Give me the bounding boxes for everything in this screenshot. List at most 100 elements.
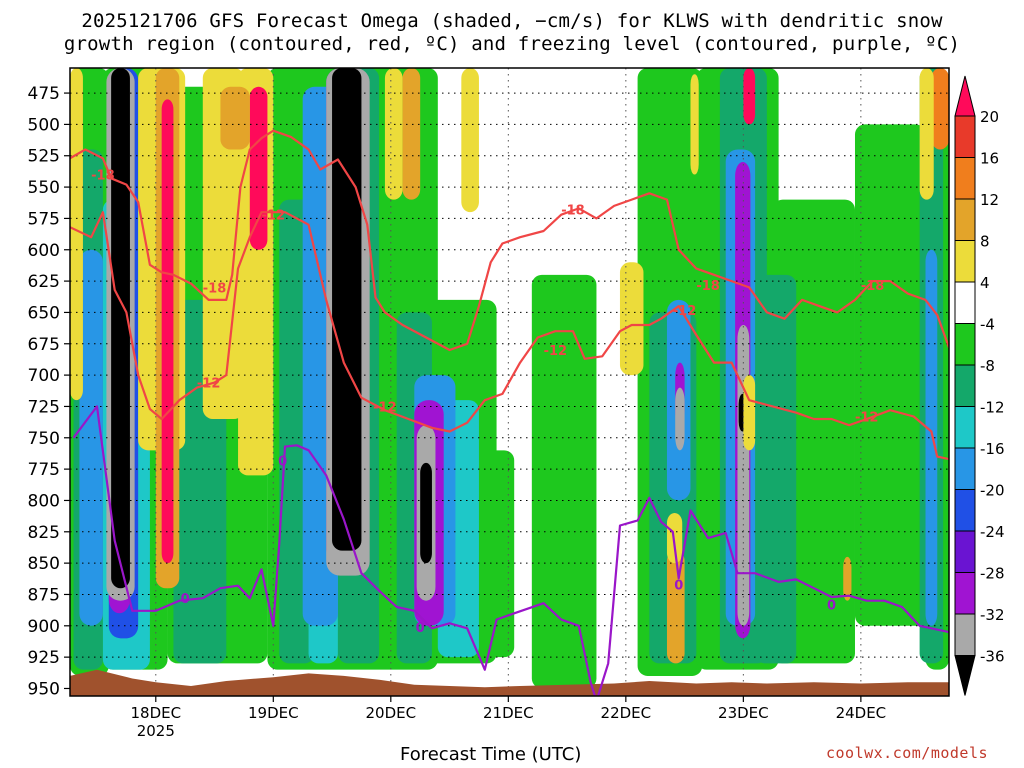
colorbar-label: -16 (980, 440, 1005, 458)
y-tick-label: 600 (28, 241, 60, 261)
y-tick-label: 825 (28, 523, 60, 543)
chart-title-line-2: growth region (contoured, red, ºC) and f… (63, 33, 961, 55)
colorbar-label: 8 (980, 233, 990, 251)
y-tick-label: 950 (28, 679, 60, 699)
omega-shade-band (666, 550, 685, 664)
terrain-fill (70, 669, 949, 696)
omega-shade-band (755, 274, 797, 664)
omega-shade-band (220, 86, 250, 150)
x-tick-sublabel: 2025 (137, 722, 175, 740)
colorbar-swatch (954, 157, 976, 200)
omega-shade-band (919, 68, 934, 200)
omega-shade-band (111, 68, 130, 589)
omega-shade-band (461, 68, 479, 213)
colorbar-swatch (954, 406, 976, 449)
omega-shade-band (675, 387, 685, 451)
y-tick-label: 650 (28, 303, 60, 323)
colorbar-label: -20 (980, 482, 1005, 500)
colorbar-swatch (954, 489, 976, 532)
snow-growth-contour-1 (70, 129, 949, 352)
freezing-level-contour-label: 0 (181, 592, 190, 607)
colorbar-label: -24 (980, 523, 1005, 541)
freezing-level-contour-label: 0 (827, 598, 836, 613)
chart-title-line-1: 2025121706 GFS Forecast Omega (shaded, −… (81, 10, 943, 32)
snow-growth-contour-2-label: -12 (262, 209, 286, 224)
x-tick-label: 20DEC (366, 704, 417, 722)
x-tick-label: 24DEC (836, 704, 887, 722)
x-axis-label: Forecast Time (UTC) (400, 744, 582, 765)
snow-growth-contour-1-label: -18 (696, 279, 720, 294)
snow-growth-contour-2 (70, 211, 949, 461)
omega-shade-band (743, 68, 756, 125)
colorbar-swatch (954, 323, 976, 366)
omega-shade-band (249, 86, 268, 250)
colorbar-label: -28 (980, 565, 1005, 583)
snow-growth-contour-2-label: -12 (197, 377, 221, 392)
omega-shade-band (931, 68, 949, 150)
y-axis: 475 500 525 550 575 600 625 650 675 700 725 750 775 8… (28, 84, 70, 699)
colorbar-swatch (954, 613, 976, 656)
x-tick-label: 19DEC (248, 704, 299, 722)
omega-shade-band (384, 68, 403, 200)
x-tick-label: 21DEC (483, 704, 534, 722)
freezing-level-contour-label: 0 (416, 621, 425, 636)
colorbar-label: -12 (980, 399, 1005, 417)
colorbar-label: 12 (980, 191, 999, 209)
plot-frame (69, 67, 950, 697)
omega-shade-band (737, 324, 750, 626)
snow-growth-contour-1-label: -18 (561, 204, 585, 219)
omega-shade-band (70, 68, 83, 401)
colorbar-swatch (954, 240, 976, 283)
omega-shade-band (843, 556, 852, 601)
y-tick-label: 700 (28, 366, 60, 386)
colorbar-swatch (954, 447, 976, 490)
omega-shade-band (402, 68, 421, 200)
snow-growth-contour-1-label: -18 (861, 279, 885, 294)
y-tick-label: 675 (28, 335, 60, 355)
snow-growth-contour-1-label: -18 (203, 281, 227, 296)
y-tick-label: 925 (28, 648, 60, 668)
snow-growth-contour-2-label: -12 (373, 400, 397, 415)
x-tick-label: 23DEC (718, 704, 769, 722)
x-tick-label: 22DEC (601, 704, 652, 722)
colorbar-bottom-arrow (954, 655, 976, 696)
freezing-level-contour (72, 405, 949, 696)
y-tick-label: 775 (28, 460, 60, 480)
colorbar-label: 20 (980, 108, 999, 126)
colorbar-label: -8 (980, 357, 995, 375)
colorbar-top-arrow (954, 75, 976, 117)
omega-shade-band (531, 274, 597, 689)
omega-shade-band (202, 68, 244, 419)
y-tick-label: 900 (28, 617, 60, 637)
y-tick-label: 550 (28, 178, 60, 198)
y-tick-label: 800 (28, 491, 60, 511)
freezing-level-contour-label: 0 (674, 578, 683, 593)
colorbar-label: 4 (980, 274, 990, 292)
y-tick-label: 475 (28, 84, 60, 104)
x-tick-label: 18DEC (130, 704, 181, 722)
omega-shade-band (619, 262, 644, 376)
colorbar-label: 16 (980, 150, 999, 168)
y-tick-label: 625 (28, 272, 60, 292)
credit-link[interactable]: coolwx.com/models (826, 744, 989, 762)
colorbar-swatch (954, 530, 976, 573)
x-axis: 18DEC 19DEC 20DEC 21DEC 22DEC 23DEC 24DEC 2025 (130, 696, 886, 740)
y-tick-label: 850 (28, 554, 60, 574)
y-tick-label: 725 (28, 397, 60, 417)
snow-growth-contour-2-label: -12 (544, 344, 568, 359)
freezing-level-contour-label: 0 (278, 454, 287, 469)
colorbar: 20 16 12 8 4 -4 -8 -12 -16 -20 -24 -28 -32 -36 (954, 75, 1005, 696)
snow-growth-contour-1-label: -18 (91, 169, 115, 184)
colorbar-swatch (954, 572, 976, 615)
y-tick-label: 875 (28, 585, 60, 605)
omega-shade-band (79, 249, 103, 626)
omega-shade-band (743, 375, 756, 451)
snow-growth-contour-2-label: -12 (855, 410, 879, 425)
colorbar-label: -4 (980, 316, 995, 334)
y-tick-label: 575 (28, 209, 60, 229)
omega-shade-band (161, 99, 174, 564)
y-tick-label: 750 (28, 429, 60, 449)
snow-growth-contour-2-label: -12 (673, 304, 697, 319)
colorbar-swatch (954, 115, 976, 158)
